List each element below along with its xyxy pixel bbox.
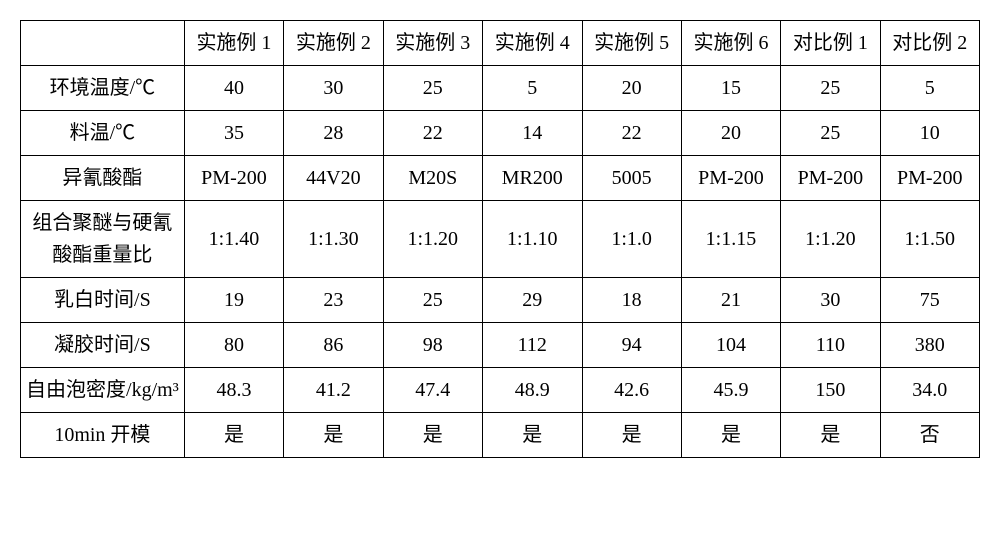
cell: 28 bbox=[284, 111, 383, 156]
cell: 23 bbox=[284, 278, 383, 323]
row-label: 凝胶时间/S bbox=[21, 323, 185, 368]
cell: 18 bbox=[582, 278, 681, 323]
cell: 30 bbox=[781, 278, 880, 323]
table-row: 凝胶时间/S 80 86 98 112 94 104 110 380 bbox=[21, 323, 980, 368]
cell: MR200 bbox=[482, 156, 582, 201]
cell: 94 bbox=[582, 323, 681, 368]
table-row: 料温/℃ 35 28 22 14 22 20 25 10 bbox=[21, 111, 980, 156]
cell: 150 bbox=[781, 368, 880, 413]
cell: 10 bbox=[880, 111, 979, 156]
cell: 45.9 bbox=[681, 368, 780, 413]
cell: 104 bbox=[681, 323, 780, 368]
cell: 否 bbox=[880, 413, 979, 458]
cell: 44V20 bbox=[284, 156, 383, 201]
row-label: 乳白时间/S bbox=[21, 278, 185, 323]
header-row: 实施例 1 实施例 2 实施例 3 实施例 4 实施例 5 实施例 6 对比例 … bbox=[21, 21, 980, 66]
header-cell: 实施例 5 bbox=[582, 21, 681, 66]
cell: 25 bbox=[781, 111, 880, 156]
table-row: 组合聚醚与硬氰酸酯重量比 1:1.40 1:1.30 1:1.20 1:1.10… bbox=[21, 201, 980, 278]
cell: 1:1.10 bbox=[482, 201, 582, 278]
cell: 25 bbox=[383, 66, 482, 111]
header-cell: 对比例 2 bbox=[880, 21, 979, 66]
cell: 1:1.50 bbox=[880, 201, 979, 278]
cell: 是 bbox=[284, 413, 383, 458]
table-row: 10min 开模 是 是 是 是 是 是 是 否 bbox=[21, 413, 980, 458]
cell: 110 bbox=[781, 323, 880, 368]
cell: 是 bbox=[482, 413, 582, 458]
cell: 22 bbox=[582, 111, 681, 156]
table-row: 自由泡密度/kg/m³ 48.3 41.2 47.4 48.9 42.6 45.… bbox=[21, 368, 980, 413]
cell: 是 bbox=[681, 413, 780, 458]
cell: 1:1.40 bbox=[184, 201, 283, 278]
header-cell: 实施例 4 bbox=[482, 21, 582, 66]
cell: 是 bbox=[184, 413, 283, 458]
cell: 48.9 bbox=[482, 368, 582, 413]
cell: 15 bbox=[681, 66, 780, 111]
cell: 98 bbox=[383, 323, 482, 368]
cell: 25 bbox=[383, 278, 482, 323]
cell: 1:1.20 bbox=[383, 201, 482, 278]
table-row: 环境温度/℃ 40 30 25 5 20 15 25 5 bbox=[21, 66, 980, 111]
cell: 112 bbox=[482, 323, 582, 368]
cell: 1:1.15 bbox=[681, 201, 780, 278]
cell: 35 bbox=[184, 111, 283, 156]
cell: 22 bbox=[383, 111, 482, 156]
cell: 380 bbox=[880, 323, 979, 368]
cell: 29 bbox=[482, 278, 582, 323]
cell: 20 bbox=[681, 111, 780, 156]
header-cell bbox=[21, 21, 185, 66]
cell: 86 bbox=[284, 323, 383, 368]
cell: 75 bbox=[880, 278, 979, 323]
cell: PM-200 bbox=[681, 156, 780, 201]
cell: 20 bbox=[582, 66, 681, 111]
cell: 1:1.0 bbox=[582, 201, 681, 278]
cell: 5 bbox=[482, 66, 582, 111]
cell: PM-200 bbox=[781, 156, 880, 201]
row-label: 异氰酸酯 bbox=[21, 156, 185, 201]
header-cell: 实施例 1 bbox=[184, 21, 283, 66]
table-row: 乳白时间/S 19 23 25 29 18 21 30 75 bbox=[21, 278, 980, 323]
header-cell: 实施例 6 bbox=[681, 21, 780, 66]
cell: 80 bbox=[184, 323, 283, 368]
cell: 41.2 bbox=[284, 368, 383, 413]
table-row: 异氰酸酯 PM-200 44V20 M20S MR200 5005 PM-200… bbox=[21, 156, 980, 201]
cell: 5005 bbox=[582, 156, 681, 201]
cell: 25 bbox=[781, 66, 880, 111]
header-cell: 实施例 3 bbox=[383, 21, 482, 66]
cell: 是 bbox=[383, 413, 482, 458]
cell: 42.6 bbox=[582, 368, 681, 413]
cell: 34.0 bbox=[880, 368, 979, 413]
cell: 30 bbox=[284, 66, 383, 111]
row-label: 料温/℃ bbox=[21, 111, 185, 156]
cell: 40 bbox=[184, 66, 283, 111]
data-table: 实施例 1 实施例 2 实施例 3 实施例 4 实施例 5 实施例 6 对比例 … bbox=[20, 20, 980, 458]
cell: 47.4 bbox=[383, 368, 482, 413]
row-label: 组合聚醚与硬氰酸酯重量比 bbox=[21, 201, 185, 278]
cell: 21 bbox=[681, 278, 780, 323]
cell: M20S bbox=[383, 156, 482, 201]
cell: 48.3 bbox=[184, 368, 283, 413]
row-label: 自由泡密度/kg/m³ bbox=[21, 368, 185, 413]
cell: 1:1.20 bbox=[781, 201, 880, 278]
cell: 5 bbox=[880, 66, 979, 111]
cell: 14 bbox=[482, 111, 582, 156]
cell: 1:1.30 bbox=[284, 201, 383, 278]
row-label: 环境温度/℃ bbox=[21, 66, 185, 111]
cell: PM-200 bbox=[184, 156, 283, 201]
header-cell: 对比例 1 bbox=[781, 21, 880, 66]
cell: 19 bbox=[184, 278, 283, 323]
cell: 是 bbox=[582, 413, 681, 458]
cell: 是 bbox=[781, 413, 880, 458]
header-cell: 实施例 2 bbox=[284, 21, 383, 66]
row-label: 10min 开模 bbox=[21, 413, 185, 458]
cell: PM-200 bbox=[880, 156, 979, 201]
